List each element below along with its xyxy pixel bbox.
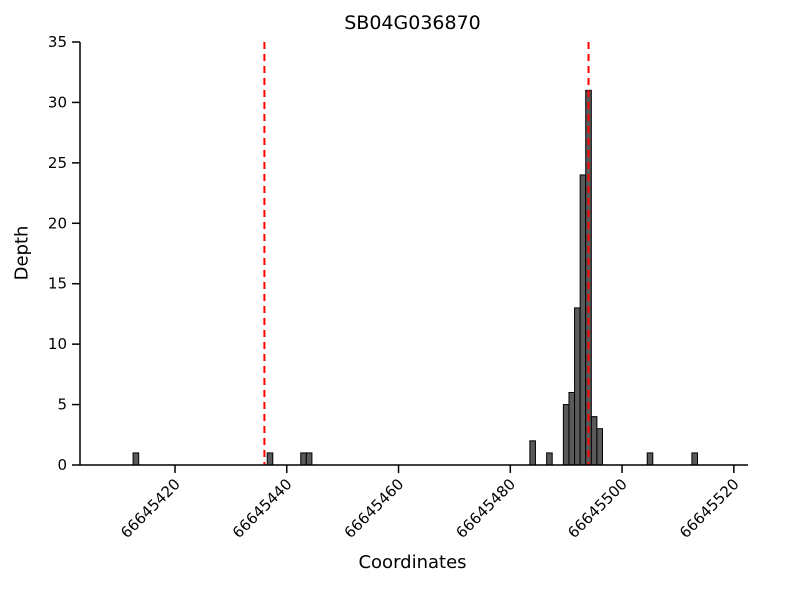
x-axis-label: Coordinates [358,552,467,573]
x-tick-label: 66645420 [117,475,184,542]
x-tick-label: 66645520 [676,475,743,542]
histogram-bar [562,404,570,466]
y-tick-label: 5 [57,396,67,414]
histogram-bar [568,391,576,466]
y-tick-label: 15 [48,275,67,293]
x-tick-label: 66645440 [229,475,296,542]
histogram-bar [529,440,536,466]
x-tick-label: 66645460 [341,475,408,542]
histogram-bar [579,174,587,466]
histogram-bar [266,452,274,466]
histogram-bar [574,307,581,466]
histogram-bar [646,452,654,466]
chart-title: SB04G036870 [344,12,481,34]
histogram-bar [305,452,313,466]
y-tick-label: 35 [48,33,67,51]
y-tick-label: 30 [48,93,67,111]
x-tick-label: 66645480 [452,475,519,542]
y-tick-label: 0 [57,456,67,474]
y-tick-label: 20 [48,214,67,232]
histogram-bar [546,452,553,466]
x-tick-label: 66645500 [564,475,631,542]
histogram-bar [691,452,698,466]
y-tick-label: 25 [48,154,67,172]
histogram-bar [596,428,603,466]
histogram-bar [590,416,598,466]
y-tick-label: 10 [48,335,67,353]
histogram-bar [132,452,140,466]
histogram-bar [300,452,307,466]
